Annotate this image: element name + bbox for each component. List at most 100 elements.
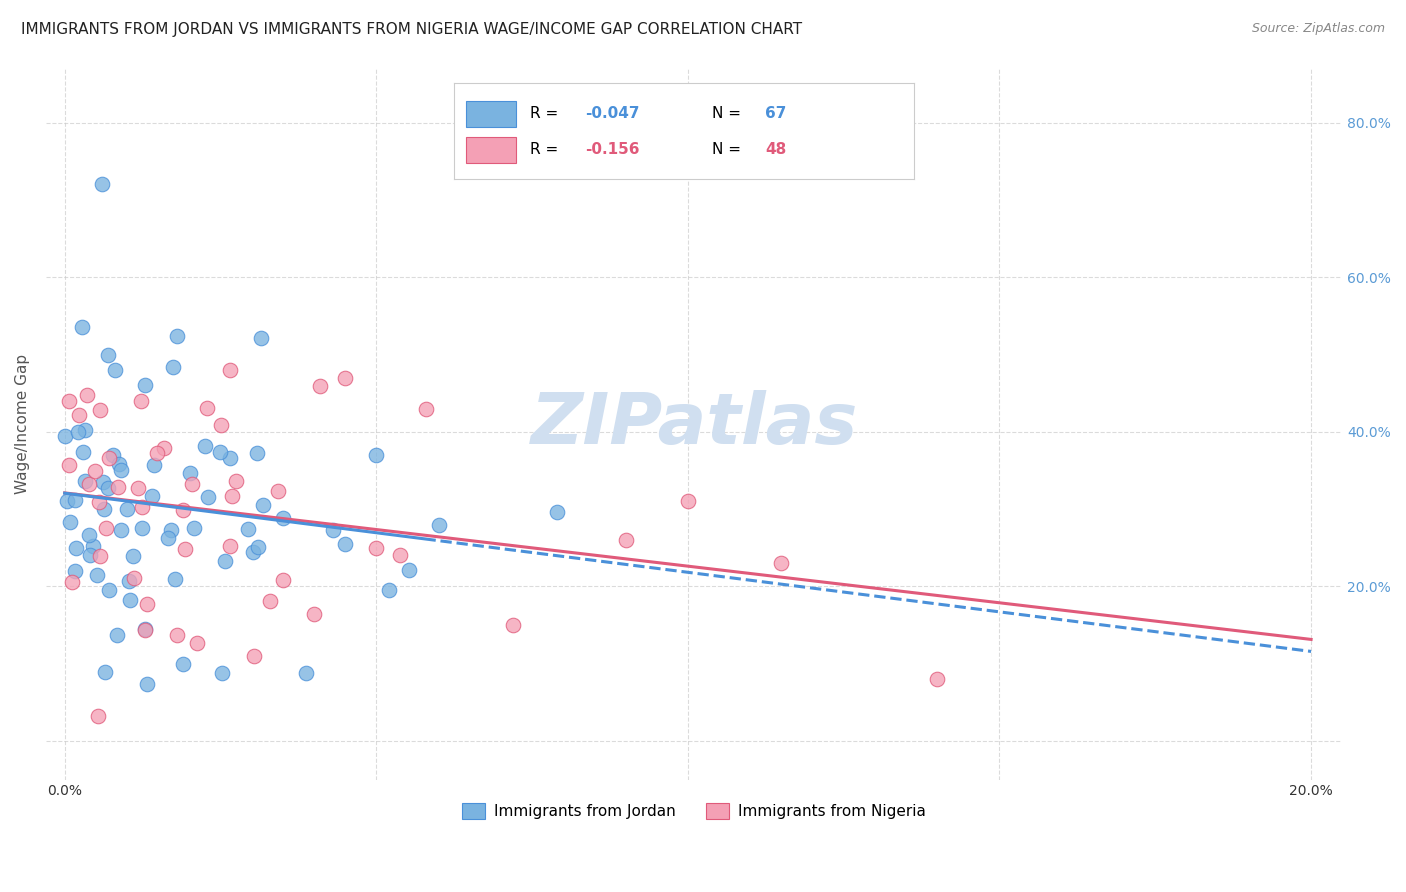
- Point: [502, 618, 524, 632]
- Point: [117, 574, 139, 588]
- Point: [72, 445, 94, 459]
- Point: [93, 502, 115, 516]
- Point: [195, 401, 218, 416]
- Point: [221, 490, 243, 504]
- Text: ZIPatlas: ZIPatlas: [530, 390, 858, 458]
- Point: [295, 665, 318, 680]
- Point: [172, 657, 194, 672]
- Point: [194, 438, 217, 452]
- Point: [59, 515, 82, 529]
- Point: [134, 378, 156, 392]
- Point: [65, 493, 87, 508]
- Point: [146, 446, 169, 460]
- Point: [77, 476, 100, 491]
- Point: [110, 463, 132, 477]
- Point: [105, 628, 128, 642]
- Point: [166, 329, 188, 343]
- Point: [122, 571, 145, 585]
- Point: [267, 484, 290, 499]
- Point: [415, 401, 437, 416]
- Point: [179, 467, 201, 481]
- Point: [142, 458, 165, 472]
- Y-axis label: Wage/Income Gap: Wage/Income Gap: [15, 354, 30, 494]
- Point: [127, 481, 149, 495]
- Point: [131, 521, 153, 535]
- Point: [676, 494, 699, 508]
- Text: IMMIGRANTS FROM JORDAN VS IMMIGRANTS FROM NIGERIA WAGE/INCOME GAP CORRELATION CH: IMMIGRANTS FROM JORDAN VS IMMIGRANTS FRO…: [21, 22, 803, 37]
- Point: [238, 522, 260, 536]
- Point: [70, 319, 93, 334]
- Point: [89, 549, 111, 563]
- Point: [97, 347, 120, 361]
- Point: [65, 541, 87, 555]
- Point: [252, 498, 274, 512]
- Point: [214, 554, 236, 568]
- Point: [219, 362, 242, 376]
- Point: [84, 464, 107, 478]
- Point: [183, 521, 205, 535]
- Point: [76, 387, 98, 401]
- Point: [96, 521, 118, 535]
- Point: [153, 442, 176, 456]
- Point: [86, 568, 108, 582]
- Point: [259, 594, 281, 608]
- Point: [181, 476, 204, 491]
- Point: [87, 495, 110, 509]
- Point: [174, 541, 197, 556]
- Point: [129, 394, 152, 409]
- Point: [309, 379, 332, 393]
- Point: [141, 489, 163, 503]
- Point: [58, 394, 80, 409]
- Point: [56, 494, 79, 508]
- Point: [136, 677, 159, 691]
- Point: [120, 592, 142, 607]
- Point: [165, 572, 187, 586]
- Point: [89, 403, 111, 417]
- Point: [366, 448, 388, 462]
- Point: [156, 531, 179, 545]
- Point: [243, 649, 266, 664]
- Point: [103, 448, 125, 462]
- Point: [134, 623, 156, 637]
- Point: [377, 582, 399, 597]
- Point: [271, 511, 294, 525]
- Point: [166, 627, 188, 641]
- Point: [103, 363, 125, 377]
- Point: [333, 537, 356, 551]
- Point: [94, 665, 117, 679]
- Point: [546, 506, 568, 520]
- Point: [172, 503, 194, 517]
- Point: [134, 622, 156, 636]
- Point: [162, 360, 184, 375]
- Point: [122, 549, 145, 563]
- Point: [427, 517, 450, 532]
- Point: [98, 451, 121, 466]
- Point: [62, 574, 84, 589]
- Point: [225, 474, 247, 488]
- Point: [242, 544, 264, 558]
- Point: [245, 446, 267, 460]
- Point: [273, 573, 295, 587]
- Point: [73, 474, 96, 488]
- Point: [197, 491, 219, 505]
- Point: [211, 666, 233, 681]
- Point: [79, 548, 101, 562]
- Point: [93, 475, 115, 490]
- Point: [366, 541, 388, 555]
- Point: [322, 524, 344, 538]
- Point: [208, 444, 231, 458]
- Point: [131, 500, 153, 515]
- Point: [75, 423, 97, 437]
- Point: [97, 481, 120, 495]
- Point: [302, 607, 325, 621]
- Point: [86, 709, 108, 723]
- Point: [398, 563, 420, 577]
- Point: [53, 429, 76, 443]
- Text: Source: ZipAtlas.com: Source: ZipAtlas.com: [1251, 22, 1385, 36]
- Point: [770, 556, 793, 570]
- Point: [246, 540, 269, 554]
- Point: [67, 408, 90, 422]
- Point: [218, 539, 240, 553]
- Point: [58, 458, 80, 472]
- Point: [110, 523, 132, 537]
